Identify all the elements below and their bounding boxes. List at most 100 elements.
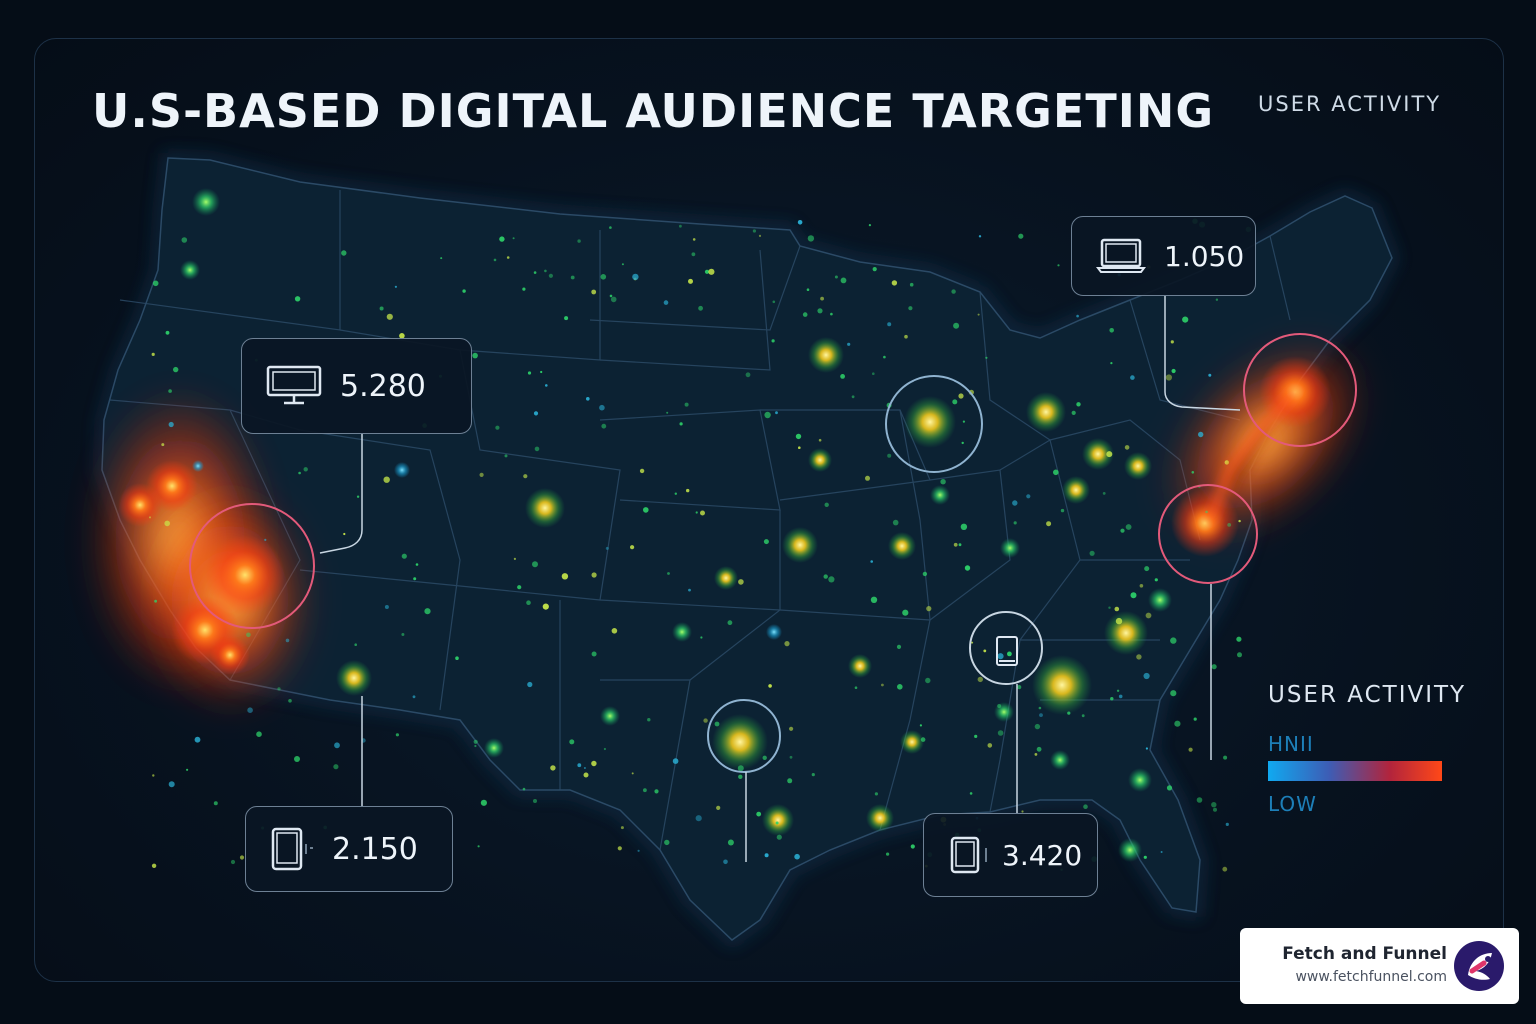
activity-dot [354, 643, 358, 646]
activity-dot [1165, 374, 1172, 381]
activity-dot [591, 572, 597, 578]
activity-dot [789, 755, 793, 759]
activity-dot [1222, 866, 1228, 872]
activity-dot [1017, 685, 1022, 690]
brand-name: Fetch and Funnel [1282, 944, 1447, 964]
activity-dot [548, 273, 554, 278]
activity-dot [1130, 375, 1135, 380]
activity-dot [1154, 578, 1158, 582]
activity-dot [851, 395, 855, 399]
activity-dot [1188, 747, 1193, 752]
activity-dot [1211, 802, 1217, 808]
activity-dot [997, 730, 1004, 736]
brand-badge[interactable]: Fetch and Funnel www.fetchfunnel.com [1240, 928, 1519, 1004]
activity-dot [925, 677, 931, 684]
activity-dot [798, 446, 801, 450]
activity-dot [691, 252, 696, 257]
activity-dot [1237, 652, 1242, 658]
activity-dot [1046, 521, 1052, 527]
activity-dot [824, 502, 829, 507]
activity-dot [473, 739, 478, 744]
activity-dot [1182, 316, 1189, 323]
activity-heat [90, 188, 1364, 862]
activity-dot [577, 239, 581, 243]
east-coast-corridor [1205, 385, 1301, 525]
activity-dot [264, 538, 267, 542]
activity-dot [1120, 528, 1125, 533]
activity-dot [772, 300, 776, 304]
activity-dot [953, 322, 960, 329]
activity-dot [698, 305, 703, 311]
brand-url[interactable]: www.fetchfunnel.com [1295, 969, 1447, 985]
activity-dot [672, 758, 679, 764]
activity-dot [1224, 460, 1230, 465]
activity-dot [952, 399, 958, 405]
activity-dot [971, 641, 974, 644]
callout-laptop[interactable]: 1.050 [1071, 216, 1256, 296]
activity-dot [960, 523, 968, 530]
activity-dot [1170, 637, 1177, 644]
activity-dot [870, 596, 878, 603]
activity-dot [522, 787, 526, 791]
activity-dot [298, 471, 301, 475]
activity-dot [168, 389, 172, 393]
callout-tablet-south[interactable]: 3.420 [923, 813, 1098, 897]
activity-dot [908, 306, 913, 311]
activity-dot [277, 687, 281, 691]
activity-dot [609, 226, 612, 229]
activity-dot [902, 609, 909, 616]
activity-dot [964, 565, 971, 571]
callout-desktop[interactable]: 5.280 [241, 338, 472, 434]
activity-dot [695, 511, 698, 514]
activity-dot [605, 546, 609, 550]
activity-dot [1026, 494, 1031, 499]
activity-dot [165, 330, 170, 335]
activity-dot [288, 699, 292, 703]
activity-dot [1116, 689, 1120, 692]
activity-dot [977, 676, 983, 683]
activity-dot [1174, 720, 1181, 727]
activity-dot [958, 543, 962, 547]
activity-dot [1227, 523, 1232, 527]
activity-dot [1060, 508, 1065, 513]
activity-dot [533, 411, 539, 416]
activity-dot [663, 300, 669, 305]
activity-dot [440, 257, 443, 260]
activity-dot [771, 339, 775, 343]
activity-dot [686, 488, 690, 493]
activity-dot [168, 421, 174, 428]
activity-dot [1125, 524, 1132, 530]
callout-tablet-west[interactable]: 2.150 [245, 806, 453, 892]
tablet-south-users-value: 3.420 [1002, 838, 1083, 872]
activity-dot [1166, 785, 1173, 791]
activity-dot [399, 333, 405, 339]
activity-dot [493, 258, 497, 262]
activity-dot [379, 306, 384, 311]
activity-dot [695, 815, 702, 822]
activity-dot [152, 774, 155, 777]
activity-dot [978, 235, 982, 238]
activity-dot [334, 742, 340, 749]
activity-dot [1238, 519, 1241, 523]
activity-dot [1109, 328, 1114, 333]
activity-dot [621, 263, 624, 266]
activity-dot [413, 577, 417, 581]
activity-dot [599, 404, 605, 411]
activity-dot [764, 411, 771, 419]
activity-dot [1223, 755, 1228, 760]
activity-dot [762, 755, 767, 760]
activity-dot [149, 516, 151, 519]
activity-dot [384, 605, 389, 609]
activity-dot [591, 289, 597, 295]
activity-dot [834, 275, 838, 279]
activity-dot [830, 312, 833, 316]
ring-texas [707, 699, 781, 773]
activity-dot [1236, 636, 1242, 642]
activity-dot [897, 684, 903, 690]
activity-dot [1013, 521, 1017, 525]
activity-dot [1053, 469, 1059, 476]
activity-dot [1108, 606, 1111, 609]
activity-dot [953, 542, 958, 547]
activity-dot [479, 472, 484, 477]
activity-dot [817, 308, 823, 314]
